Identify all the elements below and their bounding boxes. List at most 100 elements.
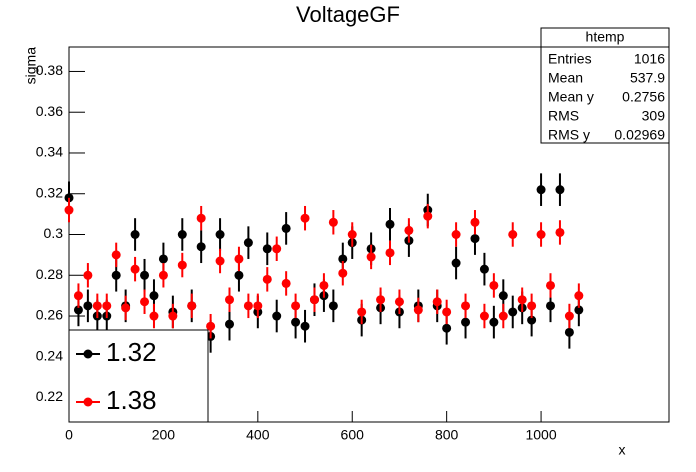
point [215,230,225,239]
point [413,305,423,315]
stats-label: RMS [548,108,579,124]
point [470,217,480,227]
point [300,213,310,223]
legend-marker [83,397,93,407]
point [479,264,489,274]
point [168,311,178,321]
point [243,238,253,248]
y-tick-label: 0.34 [36,144,63,160]
stats-label: RMS y [548,127,590,143]
point [291,301,301,311]
legend-marker [83,349,93,359]
x-tick-label: 800 [435,427,459,443]
stats-label: Mean y [548,89,594,105]
point [281,223,291,233]
point [243,301,253,311]
point [536,185,546,195]
point [461,317,471,327]
point [470,234,480,244]
x-tick-label: 400 [246,427,270,443]
point [73,305,83,315]
point [366,252,376,262]
x-tick-label: 0 [65,427,73,443]
x-axis-label: x [619,442,626,458]
point [442,307,452,317]
point [555,185,565,195]
stats-label: Entries [548,51,592,67]
point [347,230,357,239]
point [83,270,93,280]
point [546,301,556,311]
point [319,280,329,290]
y-tick-label: 0.38 [36,62,63,78]
point [206,321,216,331]
legend-box [68,329,209,423]
point [498,311,508,321]
y-tick-label: 0.26 [36,307,63,323]
point [527,315,537,325]
point [338,254,348,264]
point [394,297,404,307]
point [404,225,414,235]
point [130,264,140,274]
point [489,280,499,290]
point [102,301,112,311]
point [574,291,584,301]
stats-value: 0.2756 [622,89,665,105]
y-tick-label: 0.22 [36,388,63,404]
y-tick-label: 0.24 [36,347,63,363]
point [338,268,348,278]
point [64,205,74,215]
stats-value: 537.9 [630,70,665,86]
point [546,280,556,290]
point [574,305,584,315]
point [357,307,367,317]
x-tick-label: 600 [341,427,365,443]
point [187,301,197,311]
point [479,311,489,321]
point [385,248,395,258]
point [262,244,272,254]
y-axis-label: sigma [23,47,39,85]
point [130,230,140,239]
chart-title: VoltageGF [296,2,400,27]
point [92,301,102,311]
point [527,301,537,311]
point [196,242,206,252]
point [328,301,338,311]
point [177,260,187,270]
point [489,317,499,327]
point [158,254,168,264]
point [262,274,272,284]
stats-title: htemp [586,29,625,45]
point [442,323,452,333]
point [300,321,310,331]
stats-value: 309 [642,108,666,124]
point [111,250,121,260]
point [158,270,168,280]
point [225,295,235,305]
point [111,270,121,280]
y-tick-label: 0.32 [36,184,63,200]
point [272,311,282,321]
point [564,311,574,321]
point [309,295,319,305]
point [73,291,83,301]
point [196,213,206,223]
point [291,317,301,327]
y-tick-label: 0.36 [36,103,63,119]
stats-value: 1016 [634,51,665,67]
stats-value: 0.02969 [614,127,665,143]
y-tick-label: 0.28 [36,266,63,282]
point [517,295,527,305]
point [328,217,338,227]
point [215,256,225,266]
point [272,244,282,254]
point [555,227,565,237]
point [253,301,263,311]
x-tick-label: 200 [152,427,176,443]
point [149,311,159,321]
point [536,230,546,239]
legend-label: 1.32 [106,337,157,367]
